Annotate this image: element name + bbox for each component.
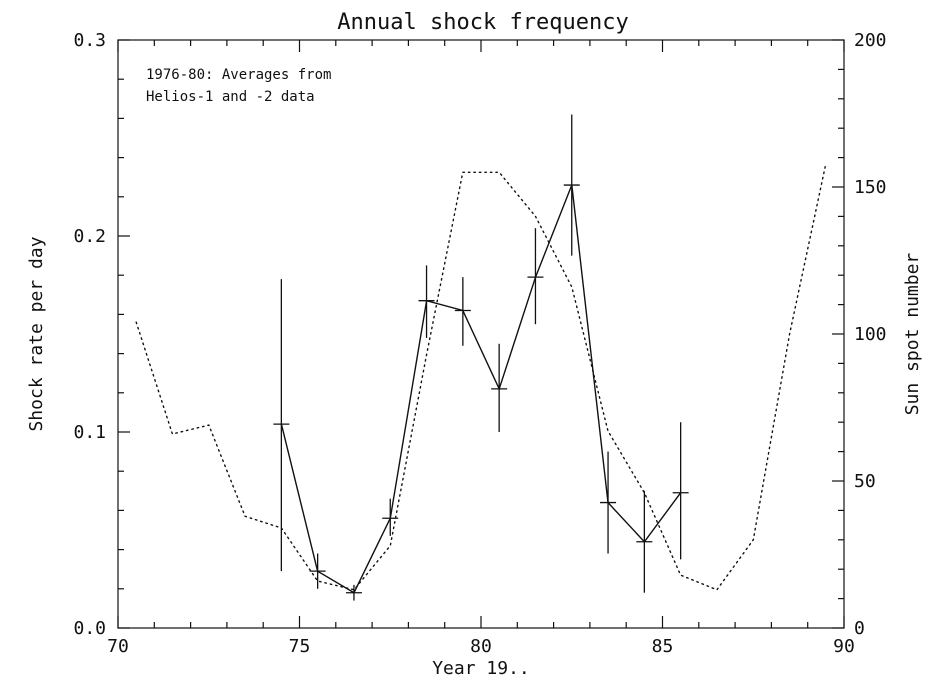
y2-axis-label: Sun spot number xyxy=(902,253,923,416)
x-tick-label: 90 xyxy=(833,636,855,657)
y2-tick-label: 200 xyxy=(854,30,887,51)
y2-tick-label: 0 xyxy=(854,618,865,639)
x-axis-label: Year 19.. xyxy=(432,658,530,679)
x-tick-label: 70 xyxy=(107,636,129,657)
sunspot-series xyxy=(135,162,827,591)
x-tick-label: 80 xyxy=(470,636,492,657)
annotation-line-2: Helios-1 and -2 data xyxy=(146,89,315,105)
axis-ticks: 70 75 80 85 90 0.0 0.1 0.2 0.3 0 50 100 150 200 xyxy=(73,30,886,657)
y2-tick-label: 150 xyxy=(854,177,887,198)
shock-rate-series xyxy=(273,114,689,601)
x-tick-label: 75 xyxy=(289,636,311,657)
plot-frame xyxy=(117,39,845,629)
chart-title: Annual shock frequency xyxy=(337,10,628,35)
y2-tick-label: 100 xyxy=(854,324,887,345)
y-tick-label: 0.1 xyxy=(73,422,106,443)
y2-tick-label: 50 xyxy=(854,471,876,492)
y-tick-label: 0.2 xyxy=(73,226,106,247)
sunspot-line xyxy=(135,162,827,591)
shock-rate-line xyxy=(280,184,682,594)
y-tick-label: 0.3 xyxy=(73,30,106,51)
y-tick-label: 0.0 xyxy=(73,618,106,639)
x-tick-label: 85 xyxy=(652,636,674,657)
annotation-line-1: 1976-80: Averages from xyxy=(146,67,331,83)
y-axis-label: Shock rate per day xyxy=(26,236,47,431)
